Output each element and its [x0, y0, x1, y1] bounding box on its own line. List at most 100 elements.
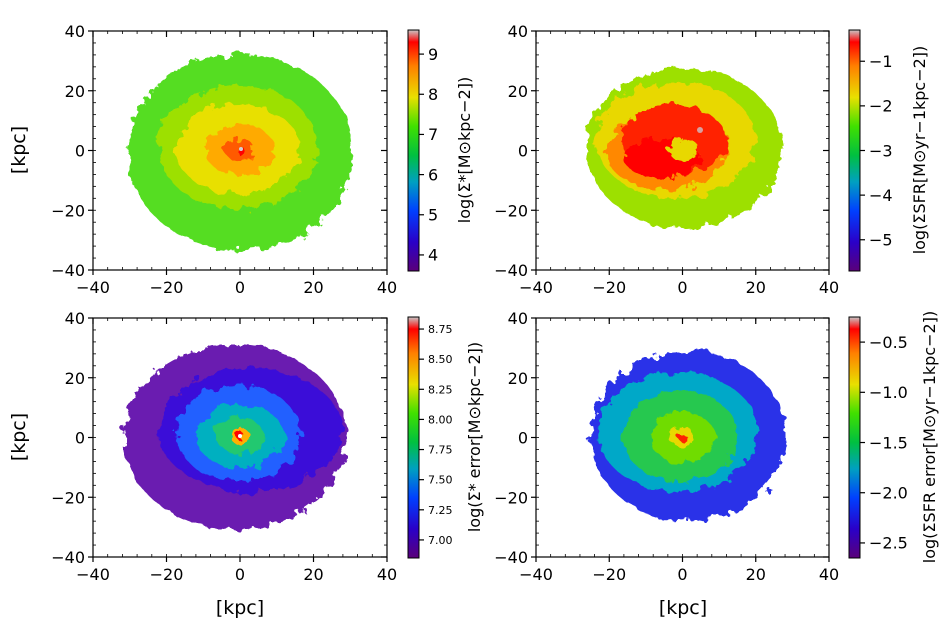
y-tick-label: −20 [51, 201, 85, 220]
x-axis-ticks: −40 −20 0 20 40 [76, 318, 397, 584]
x-tick-label: −20 [150, 565, 184, 584]
colorbar-tick-label: 7.75 [428, 444, 453, 457]
colorbar-tick-label: 8 [428, 85, 438, 104]
x-tick-label: −40 [519, 278, 553, 297]
colorbar-ticks: −5 −4 −3 −2 −1 [860, 52, 893, 250]
y-axis-label: [kpc] [8, 126, 30, 174]
colorbar-tick-label: −5 [869, 231, 893, 250]
x-tick-label: 20 [303, 565, 323, 584]
colorbar-tick-label: −1.5 [869, 433, 908, 452]
colorbar-tick-label: −2.5 [869, 534, 908, 553]
x-tick-label: −40 [76, 565, 110, 584]
colorbar: −5 −4 −3 −2 −1 log(ΣSFR[M⊙yr−1kpc−2]) [848, 29, 929, 272]
x-tick-label: 40 [819, 278, 839, 297]
colorbar-tick-label: −4 [869, 186, 893, 205]
colorbar: 4 5 6 7 8 9 log(Σ*[M⊙kpc−2]) [407, 29, 474, 272]
colorbar-tick-label: 7 [428, 125, 438, 144]
x-tick-label: 0 [235, 565, 245, 584]
colorbar-tick-label: −2.0 [869, 483, 908, 502]
colorbar-tick-label: −1.0 [869, 383, 908, 402]
y-tick-label: 20 [65, 369, 85, 388]
panel-sfr-error: −40 −20 0 20 40 40 20 0 −20 −40 −2.5 −2.0 −1.5 −1.0… [494, 309, 939, 619]
x-tick-label: 20 [303, 278, 323, 297]
colorbar-ticks: 7.00 7.25 7.50 7.75 8.00 8.25 8.50 8.75 [419, 323, 453, 547]
x-axis-label: [kpc] [216, 597, 264, 619]
panel-sfr: −40 −20 0 20 40 40 20 0 −20 −40 −5 −4 −3 −2 −1 log(Σ… [494, 22, 929, 297]
panel-stellar-mass-error: −40 −20 0 20 40 40 20 0 −20 −40 7.00 7.25 7.50 7.75… [8, 309, 484, 619]
colorbar-tick-label: −1 [869, 52, 893, 71]
colorbar-gradient [848, 316, 861, 559]
y-tick-label: −20 [51, 488, 85, 507]
colorbar-gradient [848, 29, 861, 272]
heatmap-image [590, 351, 786, 521]
y-tick-label: −20 [494, 488, 528, 507]
y-tick-label: 0 [518, 429, 528, 448]
x-tick-label: 40 [819, 565, 839, 584]
y-tick-label: 40 [508, 309, 528, 328]
y-tick-label: 40 [508, 22, 528, 41]
colorbar-tick-label: −2 [869, 97, 893, 116]
colorbar-ticks: 4 5 6 7 8 9 [419, 45, 438, 265]
y-tick-label: 20 [65, 82, 85, 101]
y-tick-label: 0 [518, 142, 528, 161]
x-tick-label: 20 [746, 565, 766, 584]
y-axis-ticks: 40 20 0 −20 −40 [51, 22, 387, 280]
colorbar-gradient [407, 29, 420, 272]
x-tick-label: −20 [592, 278, 626, 297]
panel-stellar-mass: −40 −20 0 20 40 40 20 0 −20 −40 4 5 6 7 8 9 log(Σ*[M⊙… [8, 22, 474, 297]
x-tick-label: −20 [592, 565, 626, 584]
x-tick-label: 0 [235, 278, 245, 297]
y-axis-ticks: 40 20 0 −20 −40 [494, 22, 829, 280]
x-axis-ticks: −40 −20 0 20 40 [76, 31, 397, 297]
x-tick-label: −40 [76, 278, 110, 297]
colorbar-tick-label: 7.25 [428, 504, 453, 517]
colorbar-tick-label: 7.00 [428, 534, 453, 547]
x-tick-label: 40 [377, 278, 397, 297]
x-tick-label: 0 [677, 565, 687, 584]
colorbar-gradient [407, 316, 420, 559]
x-tick-label: 0 [677, 278, 687, 297]
colorbar-tick-label: 4 [428, 246, 438, 265]
colorbar-tick-label: 5 [428, 206, 438, 225]
y-tick-label: −20 [494, 201, 528, 220]
colorbar: 7.00 7.25 7.50 7.75 8.00 8.25 8.50 8.75 log(Σ* … [407, 316, 484, 559]
y-tick-label: 40 [65, 22, 85, 41]
x-tick-label: 40 [377, 565, 397, 584]
y-tick-label: 40 [65, 309, 85, 328]
colorbar-tick-label: 6 [428, 165, 438, 184]
heatmap-image [586, 68, 782, 228]
y-tick-label: −40 [494, 261, 528, 280]
x-tick-label: −40 [519, 565, 553, 584]
colorbar-tick-label: 8.50 [428, 353, 453, 366]
x-tick-label: −20 [150, 278, 184, 297]
y-axis-ticks: 40 20 0 −20 −40 [494, 309, 829, 567]
colorbar-label: log(Σ*[M⊙kpc−2]) [455, 77, 474, 223]
y-tick-label: −40 [51, 261, 85, 280]
colorbar-tick-label: 8.00 [428, 413, 453, 426]
y-axis-ticks: 40 20 0 −20 −40 [51, 309, 387, 567]
y-tick-label: −40 [494, 548, 528, 567]
colorbar-tick-label: 9 [428, 45, 438, 64]
y-tick-label: −40 [51, 548, 85, 567]
y-tick-label: 20 [508, 369, 528, 388]
colorbar-label: log(ΣSFR error[M⊙yr−1kpc−2]) [920, 311, 939, 563]
colorbar-ticks: −2.5 −2.0 −1.5 −1.0 −0.5 [860, 333, 908, 553]
colorbar-label: log(Σ* error[M⊙kpc−2]) [465, 342, 484, 532]
colorbar-tick-label: 8.75 [428, 323, 453, 336]
colorbar-tick-label: 8.25 [428, 383, 453, 396]
x-tick-label: 20 [746, 278, 766, 297]
x-axis-label: [kpc] [659, 597, 707, 619]
colorbar-tick-label: −0.5 [869, 333, 908, 352]
x-axis-ticks: −40 −20 0 20 40 [519, 31, 839, 297]
y-axis-label: [kpc] [8, 413, 30, 461]
heatmap-image [123, 345, 347, 529]
y-tick-label: 0 [75, 429, 85, 448]
heatmap-image [127, 54, 353, 250]
y-tick-label: 0 [75, 142, 85, 161]
colorbar-label: log(ΣSFR[M⊙yr−1kpc−2]) [910, 46, 929, 255]
colorbar: −2.5 −2.0 −1.5 −1.0 −0.5 log(ΣSFR error[M⊙yr… [848, 311, 939, 563]
y-tick-label: 20 [508, 82, 528, 101]
colorbar-tick-label: 7.50 [428, 474, 453, 487]
colorbar-tick-label: −3 [869, 141, 893, 160]
